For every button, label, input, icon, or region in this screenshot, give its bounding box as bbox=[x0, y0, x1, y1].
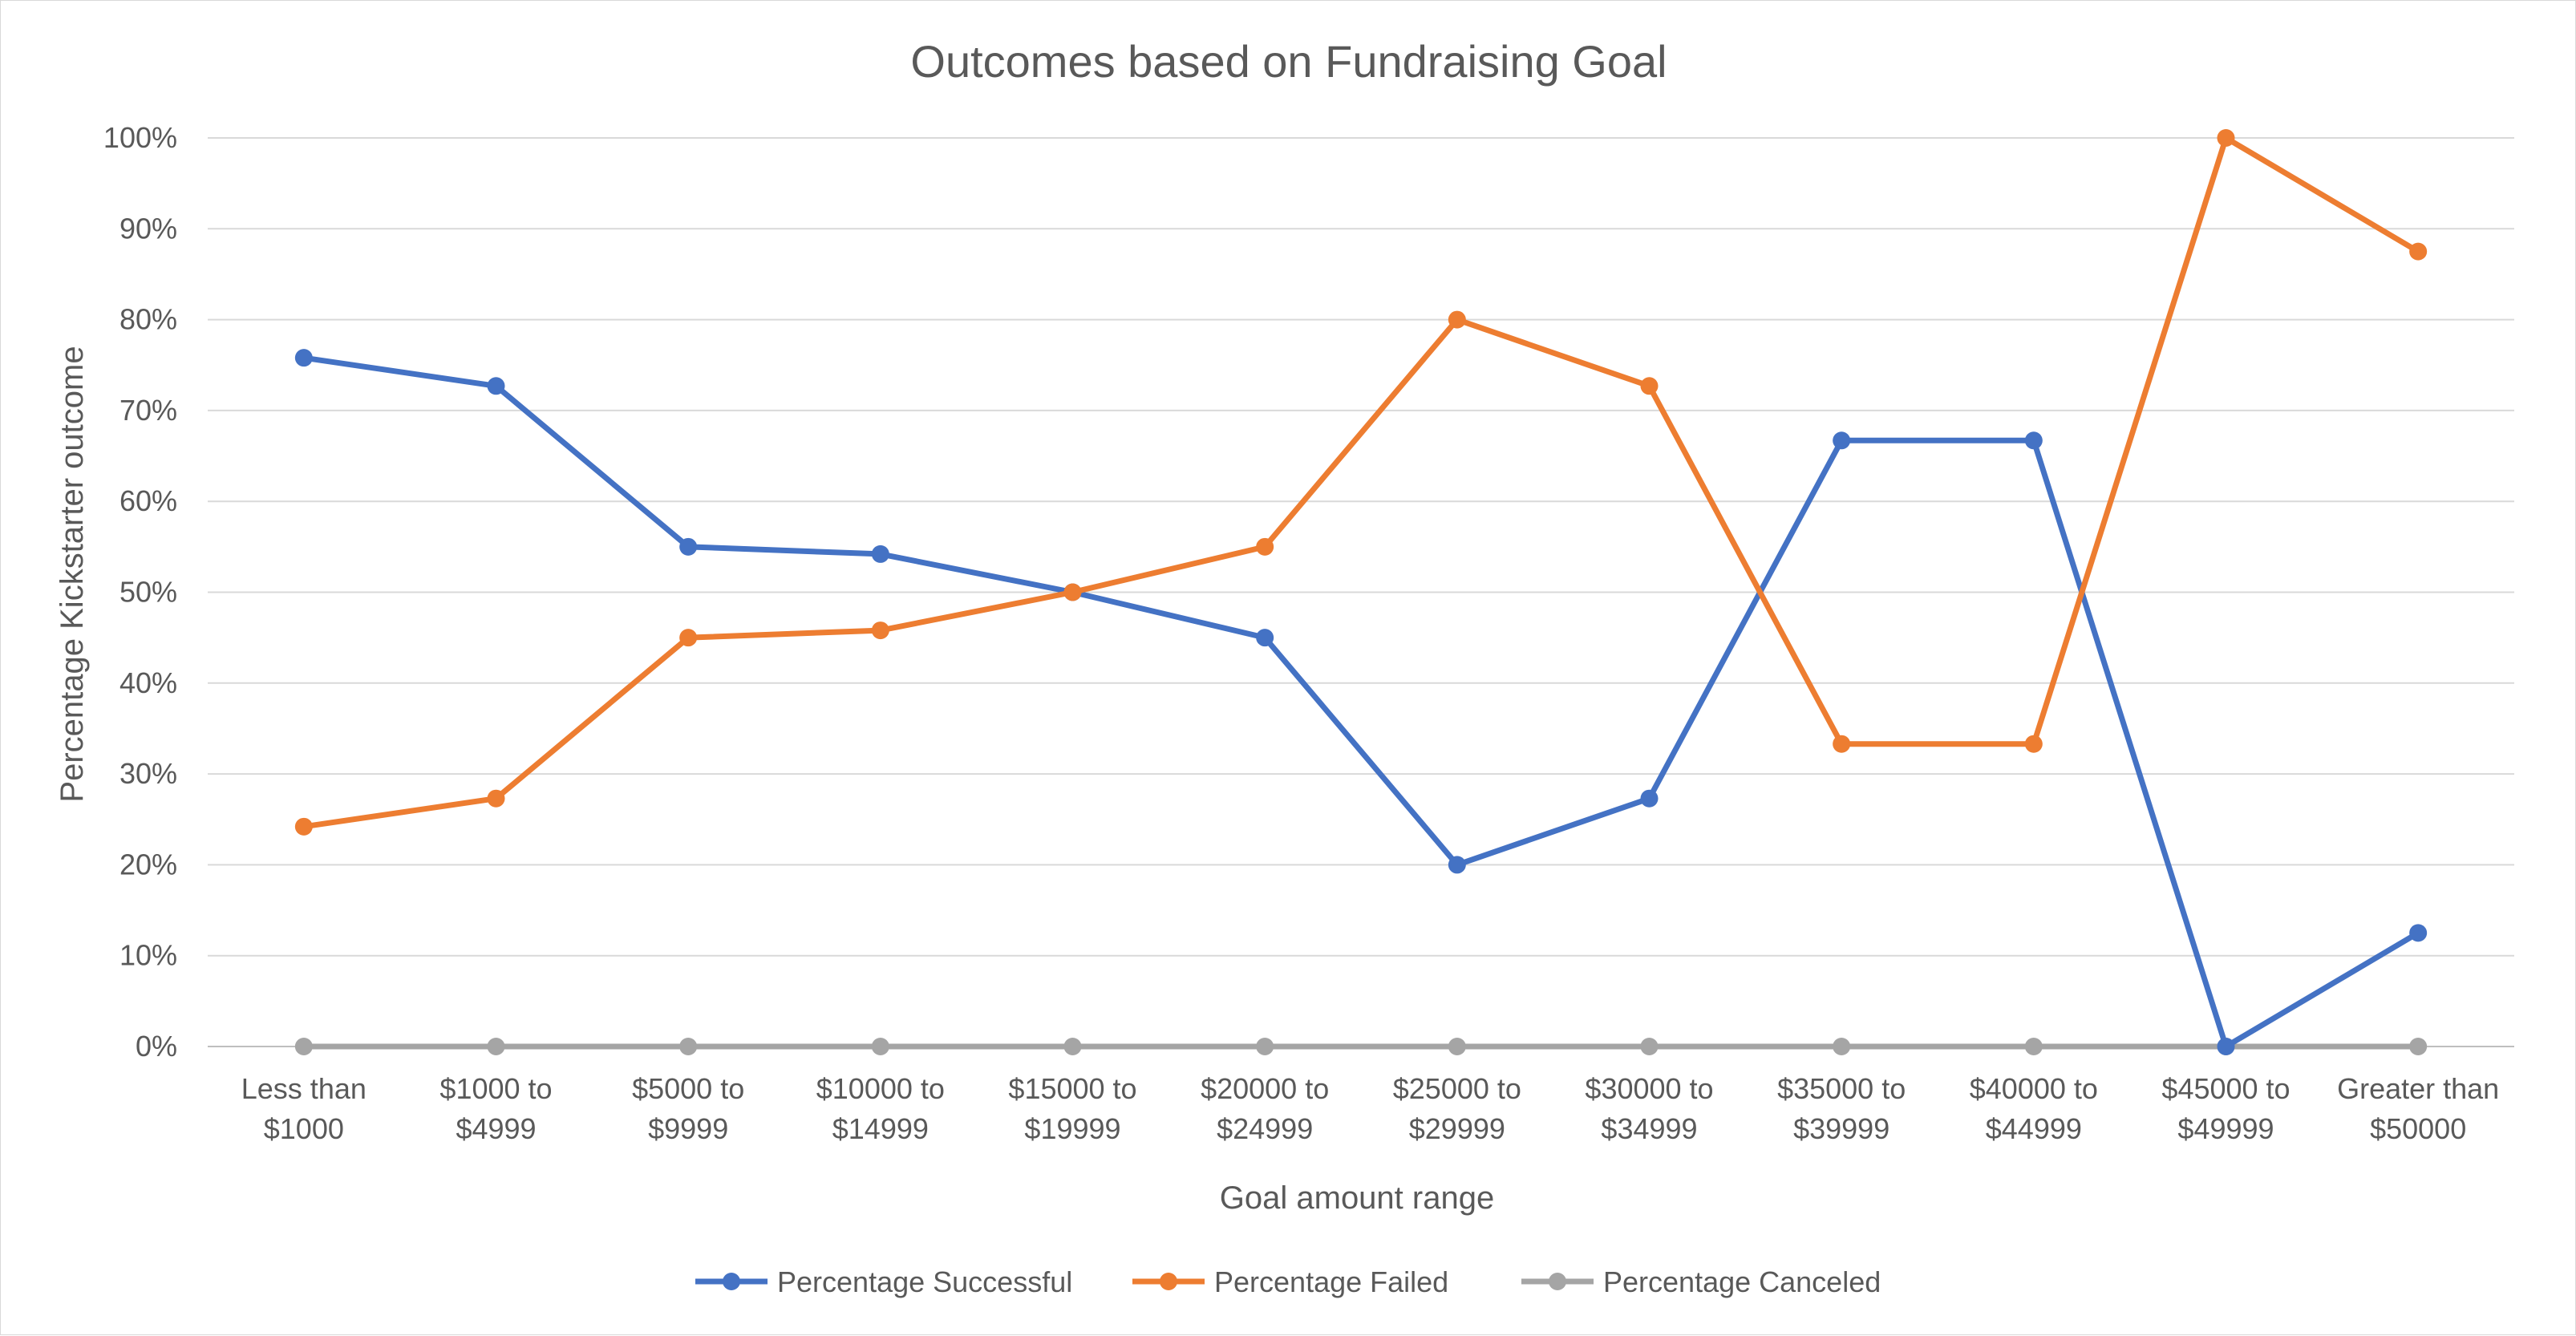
y-tick-label: 70% bbox=[119, 394, 177, 427]
legend-swatch-marker bbox=[1160, 1273, 1177, 1290]
data-point bbox=[1640, 789, 1659, 808]
x-tick-label: $25000 to $29999 bbox=[1393, 1072, 1521, 1145]
data-point bbox=[679, 1038, 698, 1055]
y-tick-label: 50% bbox=[119, 576, 177, 609]
legend-swatch-marker bbox=[1549, 1273, 1566, 1290]
data-point bbox=[1448, 856, 1466, 874]
data-point bbox=[871, 1038, 889, 1055]
data-point bbox=[1833, 735, 1851, 753]
data-point bbox=[487, 789, 505, 808]
data-point bbox=[2409, 1038, 2428, 1055]
x-tick-label: $35000 to $39999 bbox=[1777, 1072, 1906, 1145]
legend-swatch-marker bbox=[723, 1273, 740, 1290]
y-tick-label: 30% bbox=[119, 757, 177, 790]
series-percentage-canceled bbox=[294, 1038, 2428, 1055]
data-point bbox=[2409, 924, 2428, 942]
y-axis-ticks: 0% 10% 20% 30% 40% 50% 60% 70% 80% 90% 100% bbox=[103, 121, 177, 1063]
data-point bbox=[1256, 537, 1274, 556]
data-point bbox=[1256, 629, 1274, 647]
x-tick-label: $45000 to $49999 bbox=[2161, 1072, 2290, 1145]
data-point bbox=[487, 1038, 505, 1055]
y-axis-title: Percentage Kickstarter outcome bbox=[55, 346, 90, 802]
data-point bbox=[1448, 1038, 1466, 1055]
data-point bbox=[487, 377, 505, 395]
data-point bbox=[1063, 1038, 1082, 1055]
gridlines bbox=[208, 137, 2514, 1047]
y-tick-label: 20% bbox=[119, 848, 177, 881]
data-point bbox=[2217, 129, 2235, 147]
data-point bbox=[1256, 1038, 1274, 1055]
x-tick-label: $20000 to $24999 bbox=[1201, 1072, 1329, 1145]
data-point bbox=[294, 349, 313, 367]
x-axis-ticks: Less than $1000 $1000 to $4999 $5000 to $9999… bbox=[241, 1072, 2499, 1145]
data-point bbox=[294, 1038, 313, 1055]
data-point bbox=[1640, 1038, 1659, 1055]
legend-item: Percentage Successful bbox=[695, 1265, 1072, 1298]
series-percentage-failed bbox=[294, 129, 2428, 836]
x-tick-label: $40000 to $44999 bbox=[1970, 1072, 2098, 1145]
data-point bbox=[294, 817, 313, 836]
legend-label: Percentage Failed bbox=[1214, 1265, 1448, 1298]
data-point bbox=[871, 621, 889, 640]
data-point bbox=[1640, 377, 1659, 395]
data-point bbox=[1448, 310, 1466, 329]
data-point bbox=[2024, 735, 2043, 753]
x-tick-label: Less than $1000 bbox=[241, 1072, 367, 1145]
legend-item: Percentage Canceled bbox=[1521, 1265, 1881, 1298]
series-group bbox=[294, 129, 2428, 1055]
data-point bbox=[2409, 242, 2428, 261]
data-point bbox=[1063, 583, 1082, 601]
x-tick-label: $30000 to $34999 bbox=[1585, 1072, 1713, 1145]
legend-label: Percentage Successful bbox=[777, 1265, 1072, 1298]
x-tick-label: $15000 to $19999 bbox=[1008, 1072, 1136, 1145]
y-tick-label: 90% bbox=[119, 212, 177, 245]
y-tick-label: 0% bbox=[136, 1030, 177, 1063]
data-point bbox=[2024, 1038, 2043, 1055]
data-point bbox=[2024, 431, 2043, 450]
x-tick-label: Greater than $50000 bbox=[2337, 1072, 2499, 1145]
y-tick-label: 60% bbox=[119, 484, 177, 517]
legend-label: Percentage Canceled bbox=[1603, 1265, 1881, 1298]
x-tick-label: $5000 to $9999 bbox=[632, 1072, 744, 1145]
x-axis-title: Goal amount range bbox=[1220, 1180, 1494, 1216]
x-tick-label: $10000 to $14999 bbox=[816, 1072, 945, 1145]
y-tick-label: 10% bbox=[119, 939, 177, 972]
data-point bbox=[679, 537, 698, 556]
data-point bbox=[871, 545, 889, 563]
data-point bbox=[679, 629, 698, 647]
chart-title: Outcomes based on Fundraising Goal bbox=[910, 36, 1667, 87]
data-point bbox=[1833, 1038, 1851, 1055]
data-point bbox=[2217, 1038, 2235, 1055]
x-tick-label: $1000 to $4999 bbox=[439, 1072, 552, 1145]
legend: Percentage Successful Percentage Failed Pe… bbox=[695, 1265, 1881, 1298]
y-tick-label: 40% bbox=[119, 666, 177, 699]
legend-item: Percentage Failed bbox=[1132, 1265, 1448, 1298]
series-line-percentage-failed bbox=[301, 135, 2421, 830]
series-line-percentage-successful bbox=[301, 354, 2421, 1050]
data-point bbox=[1833, 431, 1851, 450]
y-tick-label: 80% bbox=[119, 303, 177, 336]
y-tick-label: 100% bbox=[103, 121, 177, 154]
